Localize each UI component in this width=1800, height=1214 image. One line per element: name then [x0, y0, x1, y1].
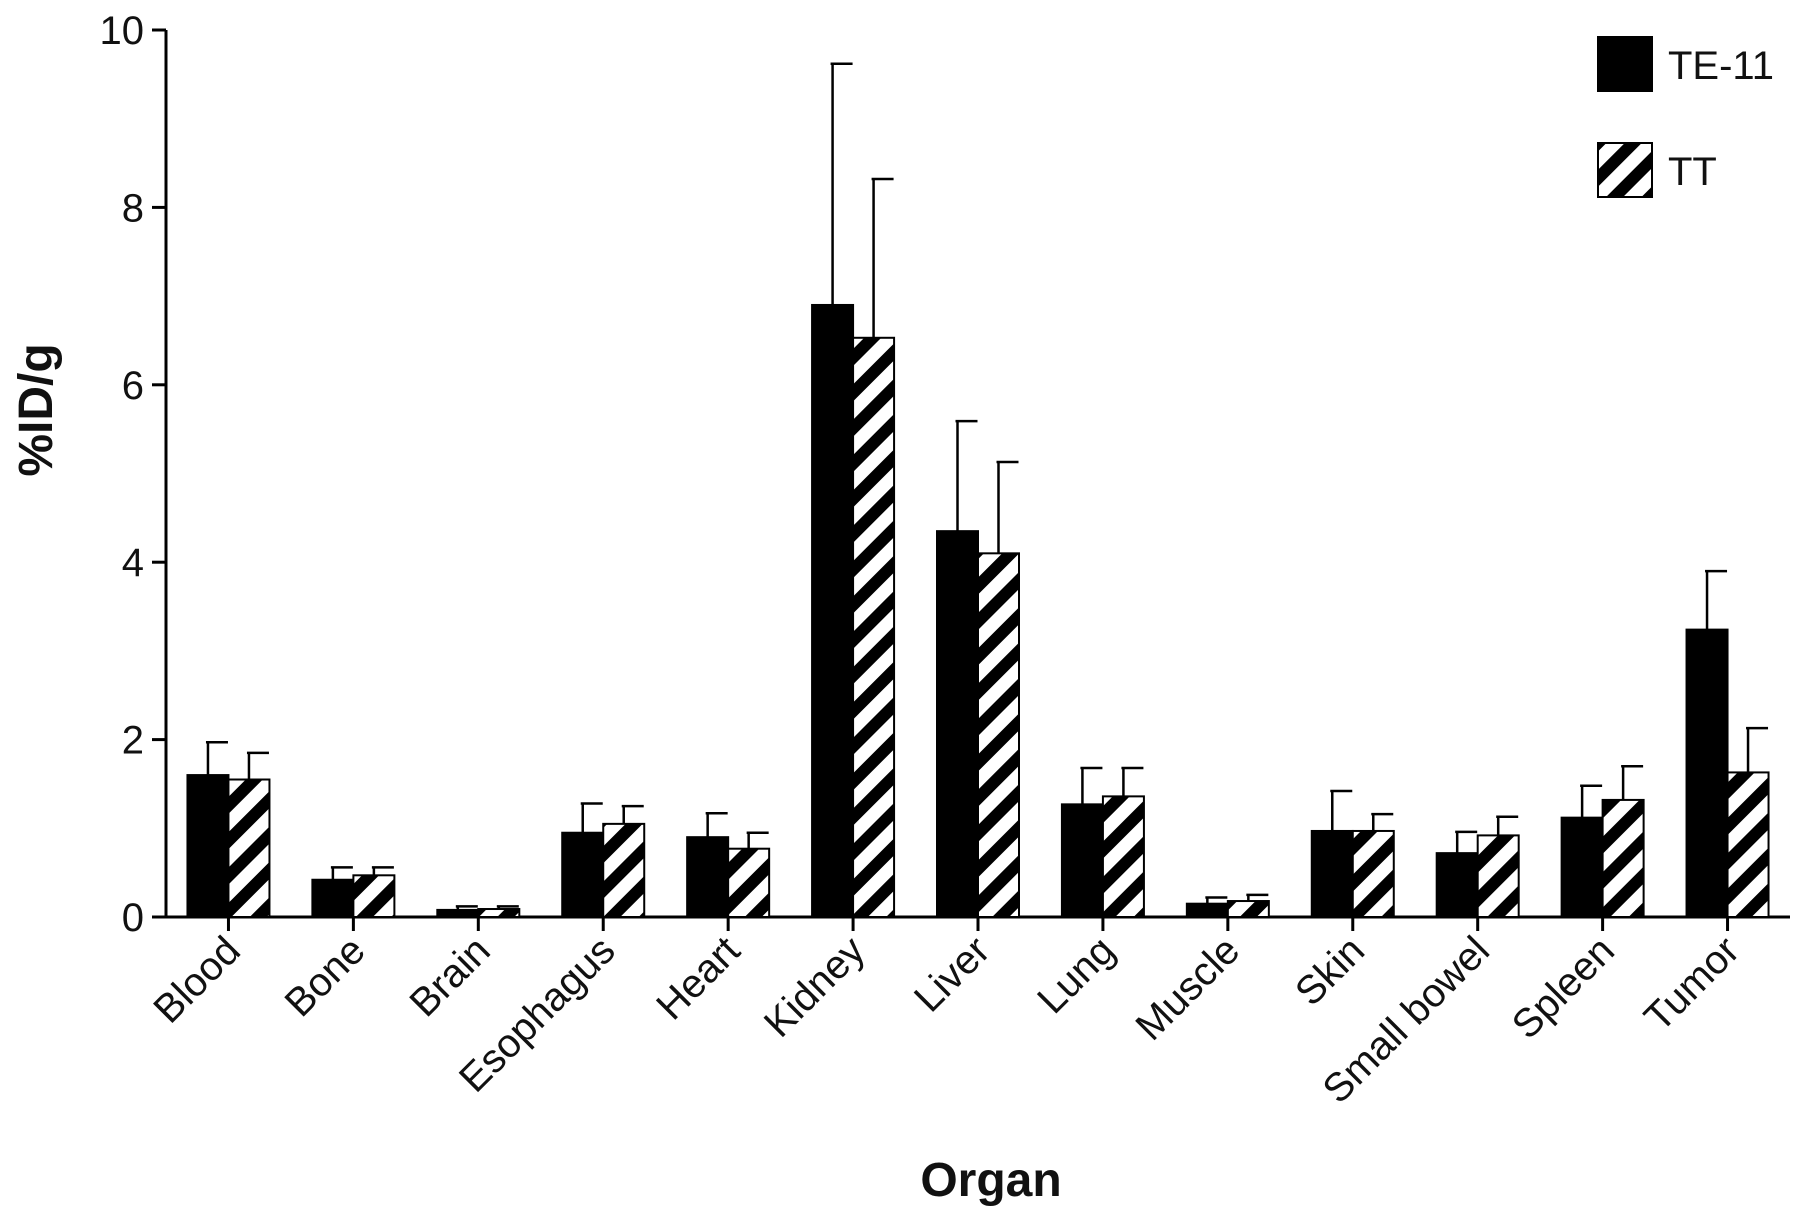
bar-tt: [1226, 900, 1270, 918]
bar-te11: [311, 878, 355, 918]
bars: [186, 303, 1770, 919]
x-tick-label: Skin: [1287, 928, 1373, 1014]
x-tick-label: Tumor: [1636, 928, 1748, 1040]
bar-te11: [811, 303, 855, 919]
legend-swatch-te11: [1597, 36, 1653, 92]
bar-te11: [686, 836, 730, 918]
x-tick-label: Muscle: [1128, 928, 1249, 1049]
x-tick-label: Blood: [145, 928, 248, 1031]
bar-te11: [1185, 902, 1229, 919]
x-tick-label: Bone: [277, 928, 374, 1025]
bar-tt: [352, 874, 396, 918]
bar-te11: [1310, 829, 1354, 918]
x-tick-label: Brain: [402, 928, 499, 1025]
legend-swatch-tt: [1597, 142, 1653, 198]
bar-tt: [1101, 795, 1145, 918]
bar-tt: [1476, 834, 1520, 918]
legend-label-te11: TE-11: [1668, 44, 1774, 88]
bar-tt: [227, 778, 271, 919]
y-tick-label: 2: [122, 719, 144, 763]
x-axis-title: Organ: [920, 1154, 1061, 1207]
y-tick-label: 10: [100, 9, 145, 53]
error-bars: [205, 62, 1769, 910]
bar-te11: [1560, 816, 1604, 919]
y-axis-title: %ID/g: [10, 343, 63, 476]
y-tick-label: 6: [122, 364, 144, 408]
y-tick-label: 4: [122, 541, 144, 585]
x-tick-label: Heart: [648, 928, 748, 1028]
bar-tt: [602, 822, 646, 918]
bar-tt: [477, 908, 521, 919]
bar-tt: [727, 847, 771, 918]
y-tick-label: 8: [122, 186, 144, 230]
x-tick-label: Liver: [906, 928, 998, 1020]
x-tick-label: Spleen: [1504, 928, 1623, 1047]
bar-te11: [1435, 852, 1479, 918]
legend: TE-11 TT: [1597, 36, 1774, 198]
bar-te11: [561, 831, 605, 918]
bar-tt: [852, 336, 896, 918]
x-tick-label: Kidney: [756, 928, 874, 1046]
bar-tt: [1351, 829, 1395, 918]
legend-label-tt: TT: [1668, 150, 1717, 194]
y-tick-label: 0: [122, 896, 144, 940]
bar-te11: [936, 530, 979, 919]
y-axis: 0 2 4 6 8 10: [100, 9, 168, 940]
bar-te11: [1060, 803, 1104, 919]
bar-te11: [1685, 628, 1729, 918]
bar-tt: [977, 552, 1020, 919]
bar-te11: [186, 774, 230, 919]
bar-tt: [1601, 798, 1645, 919]
x-tick-label: Lung: [1029, 928, 1123, 1022]
bar-te11: [436, 908, 480, 918]
bar-tt: [1726, 771, 1770, 918]
